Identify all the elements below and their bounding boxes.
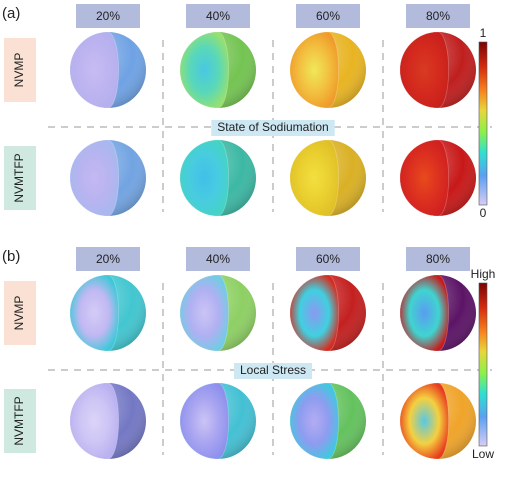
sphere-cross-section (289, 274, 340, 352)
column-header: 60% (316, 9, 340, 23)
sphere-cross-section (289, 31, 340, 109)
sphere-cross-section (399, 139, 450, 217)
row-label-box (4, 281, 36, 345)
colorbar (478, 41, 488, 206)
sphere-cross-section (69, 139, 120, 217)
sphere-cross-section (399, 274, 450, 352)
divider-label: State of Sodiumation (217, 120, 328, 134)
row-label-box (4, 38, 36, 102)
sphere-cross-section (289, 382, 340, 460)
sphere-cross-section (179, 139, 230, 217)
colorbar-max: 1 (480, 26, 487, 40)
sphere-cross-section (179, 31, 230, 109)
sphere-cross-section (399, 382, 450, 460)
column-header-box (186, 4, 250, 28)
column-header-box (406, 4, 470, 28)
row-label: NVMTFP (12, 153, 26, 202)
sphere-cross-section (69, 382, 120, 460)
divider-label-box (233, 363, 313, 379)
column-header: 80% (426, 252, 450, 266)
sphere-cross-section (399, 31, 450, 109)
sphere-cross-section (179, 382, 230, 460)
column-header: 40% (206, 9, 230, 23)
column-header: 40% (206, 252, 230, 266)
colorbar-max: High (471, 267, 496, 281)
divider-label-box (211, 120, 335, 136)
sphere-cross-section (69, 274, 120, 352)
column-header: 60% (316, 252, 340, 266)
panel-label: (a) (2, 5, 20, 22)
row-label: NVMTFP (12, 396, 26, 445)
panel-label: (b) (2, 248, 20, 265)
column-header-box (406, 247, 470, 271)
divider-label: Local Stress (240, 363, 306, 377)
colorbar-min: 0 (480, 206, 487, 220)
column-header: 20% (96, 9, 120, 23)
sphere-cross-section (289, 139, 340, 217)
row-label-box (4, 146, 36, 210)
row-label: NVMP (12, 296, 26, 331)
colorbar (478, 282, 488, 447)
sphere-cross-section (179, 274, 230, 352)
row-label-box (4, 389, 36, 453)
sphere-cross-section (69, 31, 120, 109)
column-header-box (296, 247, 360, 271)
column-header-box (186, 247, 250, 271)
row-label: NVMP (12, 53, 26, 88)
colorbar-min: Low (472, 447, 494, 461)
column-header: 20% (96, 252, 120, 266)
column-header-box (76, 4, 140, 28)
column-header-box (76, 247, 140, 271)
column-header: 80% (426, 9, 450, 23)
column-header-box (296, 4, 360, 28)
